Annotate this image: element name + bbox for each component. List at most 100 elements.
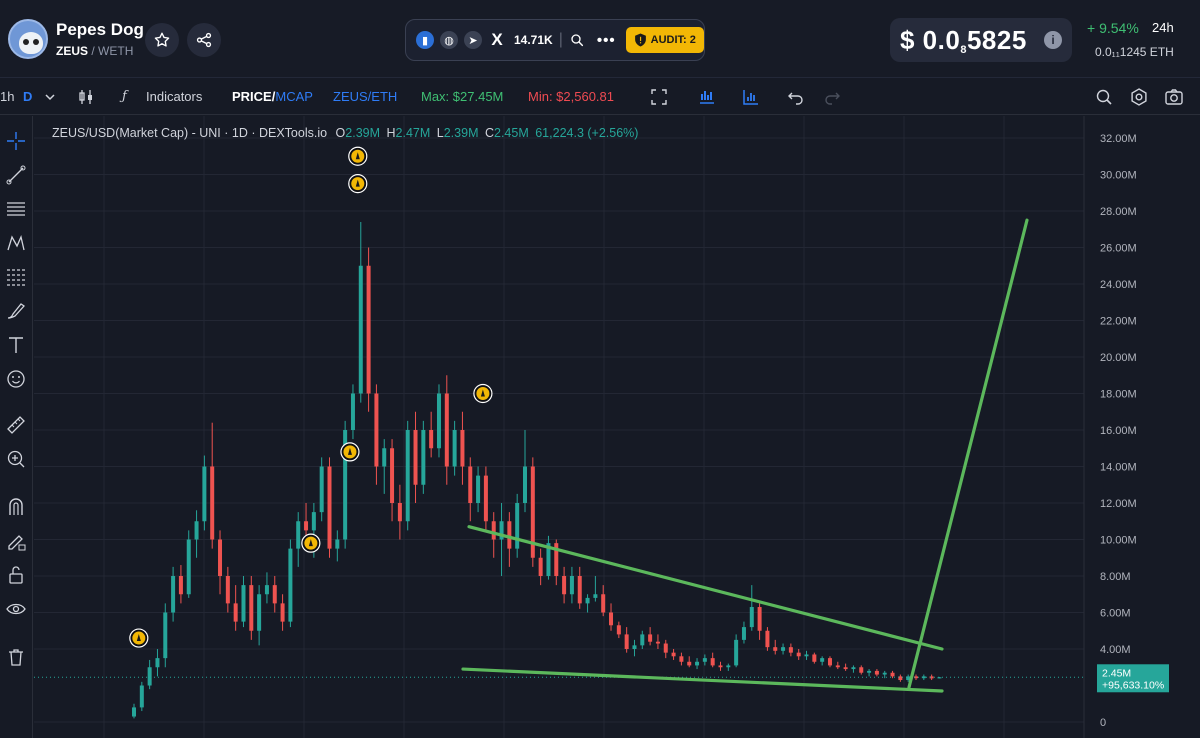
trash-icon[interactable]	[5, 646, 27, 668]
candle-body	[632, 645, 637, 649]
more-icon[interactable]: •••	[596, 31, 616, 49]
candle-body	[444, 393, 449, 467]
chevron-down-icon[interactable]	[40, 87, 60, 107]
fullscreen-icon[interactable]	[649, 87, 669, 107]
last-price-badge	[1097, 664, 1169, 693]
candle-body	[452, 430, 457, 467]
candle-body	[483, 475, 488, 522]
candle-body	[687, 661, 692, 666]
candle-body	[804, 654, 809, 657]
crosshair-icon[interactable]	[5, 130, 27, 152]
favorite-button[interactable]	[145, 23, 179, 57]
price-value: $ 0.085825	[900, 25, 1027, 56]
candle-body	[773, 647, 778, 651]
legend-open-label: O	[335, 126, 346, 140]
price-toggle[interactable]: PRICE/MCAP	[232, 89, 313, 104]
undo-icon[interactable]	[786, 87, 806, 107]
unlock-icon[interactable]	[5, 564, 27, 586]
candle-body	[874, 670, 879, 675]
candle-body	[734, 639, 739, 666]
trendline	[467, 525, 944, 651]
candle-body	[765, 630, 770, 648]
audit-label: AUDIT: 2	[650, 34, 696, 46]
text-tool-icon[interactable]	[5, 334, 27, 356]
candle-body	[132, 707, 136, 717]
magnet-icon[interactable]	[5, 496, 27, 518]
emoji-icon[interactable]	[5, 368, 27, 390]
bars-style-icon[interactable]	[697, 87, 717, 107]
candle-body	[218, 539, 223, 576]
audit-badge[interactable]: AUDIT: 2	[625, 27, 704, 53]
price-axis-tick-label: 30.00M	[1100, 170, 1137, 182]
max-value: Max: $27.45M	[421, 89, 504, 104]
telegram-icon[interactable]: ➤	[464, 31, 482, 49]
candle-body	[460, 430, 465, 467]
settings-gear-icon[interactable]	[1129, 87, 1149, 107]
indicators-button[interactable]: Indicators	[146, 89, 203, 104]
candle-body	[671, 652, 676, 657]
candle-body	[335, 539, 340, 549]
interval-selector[interactable]: 1h	[0, 89, 15, 104]
candle-body	[585, 597, 590, 604]
ruler-icon[interactable]	[5, 414, 27, 436]
candle-body	[507, 521, 512, 549]
candle-body	[272, 585, 277, 604]
candle-layer	[34, 221, 1084, 719]
candle-body	[781, 647, 786, 651]
lock-drawing-icon[interactable]	[5, 530, 27, 552]
brush-icon[interactable]	[5, 300, 27, 322]
drawing-tools-sidebar	[0, 116, 33, 738]
price-axis-tick-label: 24.00M	[1100, 279, 1137, 291]
pattern-icon[interactable]	[5, 232, 27, 254]
function-icon[interactable]: ƒ	[122, 89, 127, 104]
event-marker-glyph	[308, 539, 313, 547]
search-icon[interactable]	[569, 32, 585, 48]
chart-site-icon[interactable]: ▮	[416, 31, 434, 49]
candle-body	[601, 594, 606, 613]
info-icon[interactable]: i	[1044, 31, 1062, 49]
volume-icon[interactable]	[741, 87, 761, 107]
camera-icon[interactable]	[1164, 87, 1184, 107]
candle-body	[867, 670, 872, 673]
logo-eye-icon	[33, 39, 39, 45]
fib-retracement-icon[interactable]	[5, 266, 27, 288]
candle-body	[726, 665, 731, 668]
redo-icon[interactable]	[822, 87, 842, 107]
candle-body	[937, 677, 942, 679]
legend-high-label: H	[386, 126, 396, 140]
website-globe-icon[interactable]: ◍	[440, 31, 458, 49]
price-axis-tick-label: 10.00M	[1100, 535, 1137, 547]
zoom-in-icon[interactable]	[5, 448, 27, 470]
x-twitter-icon[interactable]: X	[491, 30, 503, 49]
candlestick-chart[interactable]: 0 4.00M 6.00M 8.00M 10.00M 12.00M 14.00M 16.00M…	[34, 116, 1200, 738]
token-pair: ZEUS / WETH	[56, 44, 133, 58]
candle-body	[757, 607, 762, 631]
candle-body	[515, 503, 520, 549]
pair-toggle[interactable]: ZEUS/ETH	[333, 89, 398, 104]
eye-visibility-icon[interactable]	[5, 598, 27, 620]
candle-body	[593, 594, 598, 598]
token-symbol: ZEUS	[56, 44, 89, 58]
trend-line-icon[interactable]	[5, 164, 27, 186]
candle-body	[225, 576, 230, 604]
candle-body	[906, 676, 911, 681]
candle-body	[890, 672, 895, 677]
chart-area[interactable]: 0 4.00M 6.00M 8.00M 10.00M 12.00M 14.00M 16.00M…	[34, 116, 1200, 738]
candle-body	[350, 393, 355, 430]
horizontal-lines-icon[interactable]	[5, 198, 27, 220]
candle-body	[390, 448, 395, 503]
price-axis[interactable]: 0 4.00M 6.00M 8.00M 10.00M 12.00M 14.00M 16.00M…	[1083, 116, 1169, 738]
candles-type-icon[interactable]	[76, 87, 96, 107]
candle-body	[358, 265, 363, 394]
candle-body	[210, 466, 215, 540]
zoom-search-icon[interactable]	[1094, 87, 1114, 107]
candle-body	[914, 676, 918, 679]
share-button[interactable]	[187, 23, 221, 57]
header-bar: Pepes Dog ZEUS / WETH ▮ ◍ ➤ X 14.71K | •…	[0, 0, 1200, 78]
divider: |	[558, 31, 563, 48]
candle-body	[327, 466, 332, 549]
candle-body	[898, 676, 903, 681]
interval-active[interactable]: D	[23, 89, 33, 104]
candle-body	[624, 634, 629, 649]
candle-body	[616, 625, 621, 635]
